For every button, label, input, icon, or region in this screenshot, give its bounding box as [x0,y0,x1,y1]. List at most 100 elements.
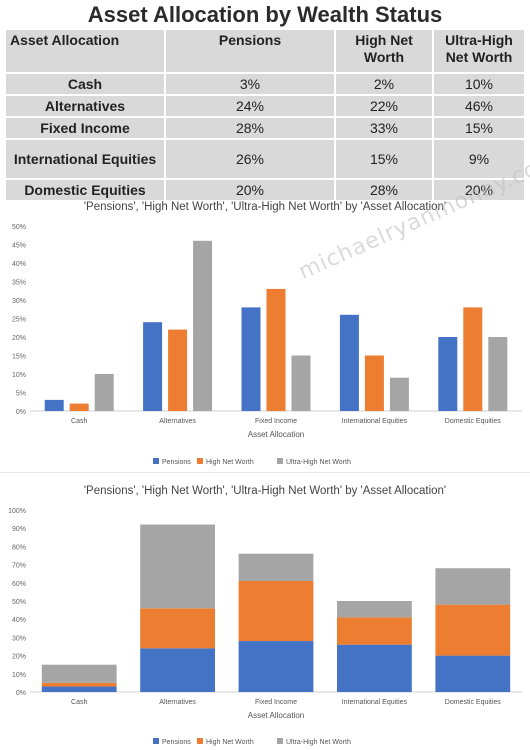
table-cell: 20% [432,178,526,202]
x-tick-label: International Equities [342,699,408,706]
allocation-table-section: Asset Allocation by Wealth Status Asset … [0,0,530,202]
bar-ultra-high-net-worth [389,377,409,411]
y-tick-label: 80% [12,544,26,551]
y-tick-label: 0% [16,690,26,697]
y-tick-label: 0% [16,409,26,416]
x-tick-label: Domestic Equities [445,418,502,425]
bar-high-net-worth [463,307,483,411]
bar-ultra-high-net-worth [435,568,511,605]
header-asset-allocation: Asset Allocation [4,28,166,74]
bar-high-net-worth [168,329,188,411]
y-tick-label: 30% [12,298,26,305]
table-cell: 28% [164,116,336,140]
table-cell: 3% [164,72,336,96]
table-cell: 15% [334,138,434,180]
bar-ultra-high-net-worth [94,374,114,411]
chart-title: 'Pensions', 'High Net Worth', 'Ultra-Hig… [84,485,446,497]
bar-high-net-worth [41,682,117,687]
bar-pensions [241,307,261,411]
row-label: Fixed Income [4,116,166,140]
bar-pensions [143,322,163,411]
y-tick-label: 30% [12,635,26,642]
bar-ultra-high-net-worth [291,355,311,411]
bar-pensions [435,655,511,692]
x-tick-label: Cash [71,418,87,425]
table-row: Alternatives 24% 22% 46% [4,94,526,118]
chart-title: 'Pensions', 'High Net Worth', 'Ultra-Hig… [84,201,446,213]
bar-ultra-high-net-worth [337,601,412,618]
chart-divider [0,472,530,473]
y-tick-label: 90% [12,526,26,533]
table-row: Fixed Income 28% 33% 15% [4,116,526,140]
legend-swatch [197,738,203,744]
table-row: International Equities 26% 15% 9% [4,138,526,180]
y-tick-label: 15% [12,354,26,361]
legend-label: Ultra-High Net Worth [286,459,351,466]
x-tick-label: Fixed Income [255,418,297,425]
table-cell: 24% [164,94,336,118]
x-axis-label: Asset Allocation [248,430,304,439]
stacked-bar-chart-svg: 'Pensions', 'High Net Worth', 'Ultra-Hig… [8,485,522,746]
x-tick-label: International Equities [342,418,408,425]
table-row: Domestic Equities 20% 28% 20% [4,178,526,202]
table-cell: 2% [334,72,434,96]
bar-ultra-high-net-worth [238,553,314,581]
row-label: Alternatives [4,94,166,118]
y-tick-label: 20% [12,335,26,342]
bar-pensions [44,399,64,411]
bar-pensions [438,337,458,411]
table-row: Cash 3% 2% 10% [4,72,526,96]
header-pensions: Pensions [164,28,336,74]
table-cell: 22% [334,94,434,118]
legend-label: Pensions [162,459,191,466]
legend-label: High Net Worth [206,459,254,466]
table-cell: 15% [432,116,526,140]
bar-high-net-worth [140,608,215,649]
row-label: Domestic Equities [4,178,166,202]
legend-swatch [277,458,283,464]
bar-pensions [140,648,215,692]
bar-high-net-worth [266,288,286,411]
table-title: Asset Allocation by Wealth Status [87,2,443,27]
legend-label: Ultra-High Net Worth [286,739,351,746]
bar-high-net-worth [337,617,412,645]
x-tick-label: Alternatives [159,699,196,706]
stacked-bar-chart: 'Pensions', 'High Net Worth', 'Ultra-Hig… [0,476,530,750]
y-tick-label: 50% [12,224,26,231]
legend-swatch [153,458,159,464]
bar-pensions [337,644,412,692]
x-tick-label: Alternatives [159,418,196,425]
table-cell: 26% [164,138,336,180]
y-tick-label: 50% [12,599,26,606]
row-label: International Equities [4,138,166,180]
legend-swatch [197,458,203,464]
x-tick-label: Cash [71,699,87,706]
x-tick-label: Fixed Income [255,699,297,706]
table-cell: 9% [432,138,526,180]
y-tick-label: 60% [12,581,26,588]
header-ultra-high-net-worth: Ultra-High Net Worth [432,28,526,74]
y-tick-label: 20% [12,654,26,661]
y-tick-label: 70% [12,563,26,570]
y-tick-label: 25% [12,317,26,324]
table-cell: 46% [432,94,526,118]
y-tick-label: 35% [12,280,26,287]
table-cell: 10% [432,72,526,96]
table-cell: 33% [334,116,434,140]
clustered-bar-chart: 'Pensions', 'High Net Worth', 'Ultra-Hig… [0,192,530,470]
table-cell: 20% [164,178,336,202]
table-header-row: Asset Allocation Pensions High Net Worth… [4,28,526,74]
bar-ultra-high-net-worth [488,337,508,411]
y-tick-label: 45% [12,243,26,250]
bar-pensions [41,686,117,692]
y-tick-label: 100% [8,508,26,515]
y-tick-label: 40% [12,617,26,624]
y-tick-label: 10% [12,672,26,679]
header-high-net-worth: High Net Worth [334,28,434,74]
y-tick-label: 40% [12,261,26,268]
legend-swatch [153,738,159,744]
legend-swatch [277,738,283,744]
clustered-bar-chart-svg: 'Pensions', 'High Net Worth', 'Ultra-Hig… [12,201,522,466]
allocation-table: Asset Allocation Pensions High Net Worth… [4,28,526,202]
row-label: Cash [4,72,166,96]
